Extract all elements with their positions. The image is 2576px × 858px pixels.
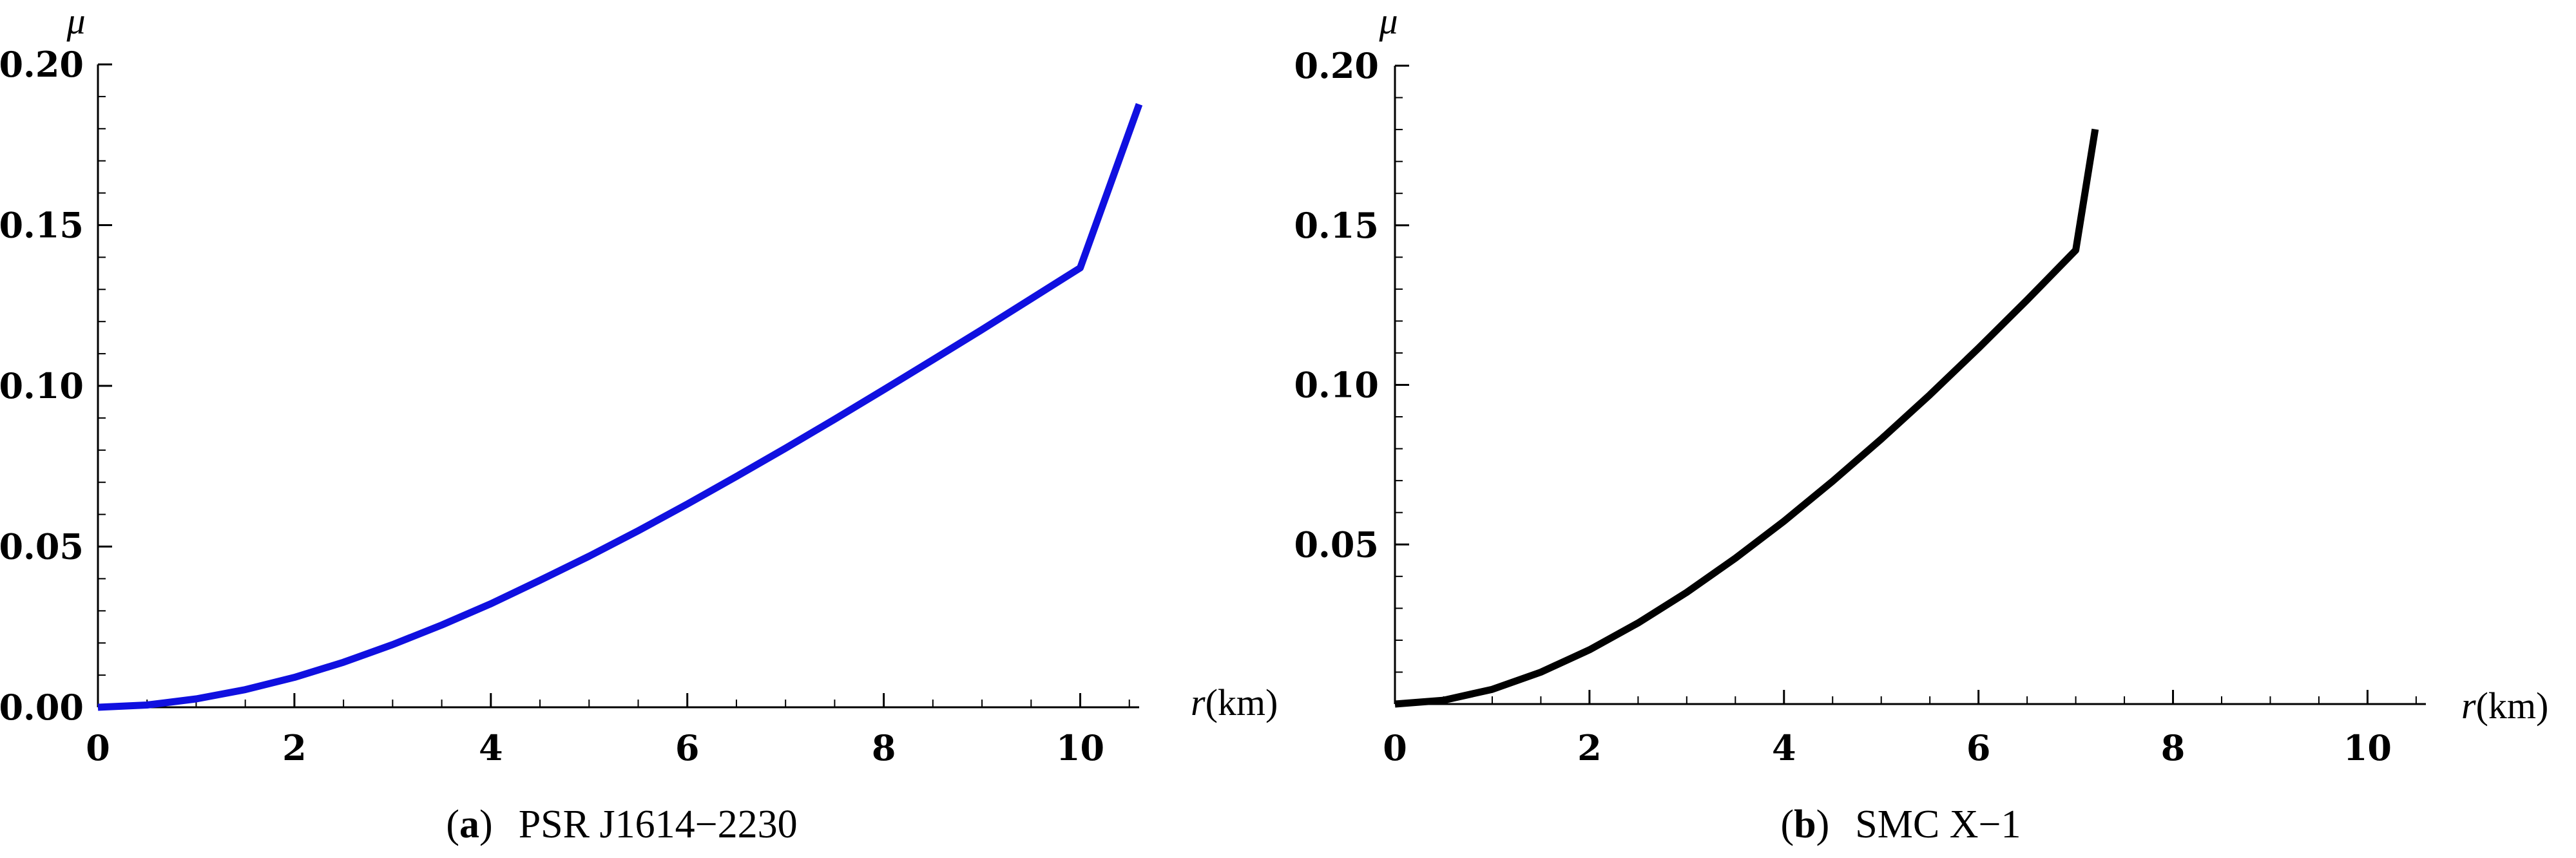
x-tick-label: 0	[1383, 727, 1407, 768]
x-axis-title: r(km)	[1191, 682, 1278, 723]
x-tick-label: 10	[2343, 727, 2392, 768]
caption-title: SMC X−1	[1855, 803, 2021, 846]
x-axis-title-variable: r	[2461, 685, 2476, 727]
caption-open-paren: (	[1781, 803, 1794, 846]
x-tick-label: 0	[86, 727, 110, 768]
panel-a: 0 2 4 6 8 10 0.00 0.05 0.10 0.15 0.20μ r(km) (a) PSR …	[0, 0, 1278, 846]
x-tick-label: 4	[1772, 727, 1796, 768]
x-tick-label: 4	[479, 727, 503, 768]
x-tick-label: 8	[2161, 727, 2186, 768]
y-tick-label: 0.05	[1294, 524, 1379, 565]
caption-close-paren: )	[479, 803, 493, 846]
caption-letter: a	[459, 803, 479, 846]
x-axis-title-variable: r	[1191, 682, 1206, 723]
y-tick-label: 0.20	[0, 44, 84, 85]
x-tick-label: 8	[872, 727, 896, 768]
x-tick-label: 6	[675, 727, 700, 768]
x-tick-label: 6	[1966, 727, 1991, 768]
y-tick-label: 0.05	[0, 526, 84, 567]
x-tick-label: 10	[1056, 727, 1104, 768]
y-tick-label: 0.10	[1294, 365, 1379, 406]
x-tick-label: 2	[1577, 727, 1602, 768]
y-tick-label: 0.15	[0, 205, 84, 246]
y-tick-label: 0.10	[0, 365, 84, 406]
caption-letter: b	[1794, 803, 1816, 846]
series-line	[97, 103, 1143, 711]
y-tick-label: 0.20	[1294, 45, 1379, 86]
panel-caption: (b) SMC X−1	[1781, 803, 2021, 846]
panel-caption: (a) PSR J1614−2230	[446, 803, 797, 846]
series-line	[1394, 128, 2099, 708]
panel-b: 0 2 4 6 8 10 0.05 0.10 0.15 0.20μ r(km) (b) SMC X−1	[1294, 0, 2548, 846]
x-axis-title: r(km)	[2461, 685, 2548, 727]
x-tick-label: 2	[282, 727, 307, 768]
y-axis-title: μ	[66, 0, 85, 42]
y-tick-label: 0.15	[1294, 205, 1379, 246]
y-axis-title: μ	[1378, 0, 1398, 42]
x-axis-title-unit: (km)	[2476, 685, 2549, 727]
y-tick-label: 0.00	[0, 687, 84, 728]
caption-close-paren: )	[1816, 803, 1830, 846]
caption-open-paren: (	[446, 803, 459, 846]
caption-title: PSR J1614−2230	[519, 803, 798, 846]
x-axis-title-unit: (km)	[1206, 682, 1278, 723]
